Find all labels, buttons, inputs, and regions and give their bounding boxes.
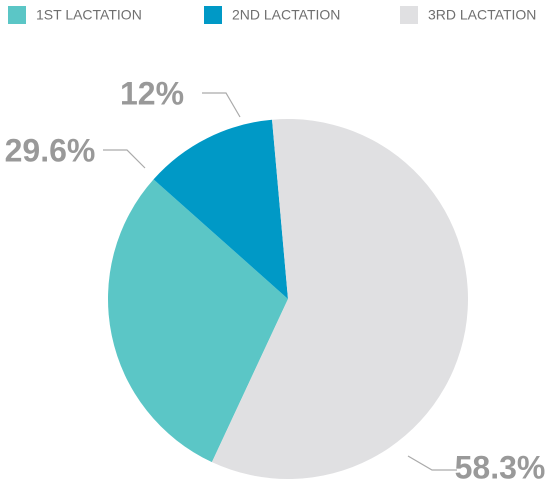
data-label: 12% [120, 75, 184, 111]
legend-label: 2ND LACTATION [232, 7, 340, 23]
legend-swatch [400, 6, 418, 24]
leader-line [103, 149, 146, 169]
legend-label: 3RD LACTATION [428, 7, 536, 23]
leader-line [202, 92, 241, 118]
pie-slice [107, 179, 288, 463]
legend-swatch [204, 6, 222, 24]
data-label: 29.6% [5, 132, 96, 168]
legend-label: 1ST LACTATION [36, 7, 142, 23]
leader-line [407, 455, 457, 471]
data-label: 58.3% [455, 449, 546, 485]
pie-slice [153, 119, 288, 300]
legend-swatch [8, 6, 26, 24]
pie-slice [211, 119, 468, 480]
